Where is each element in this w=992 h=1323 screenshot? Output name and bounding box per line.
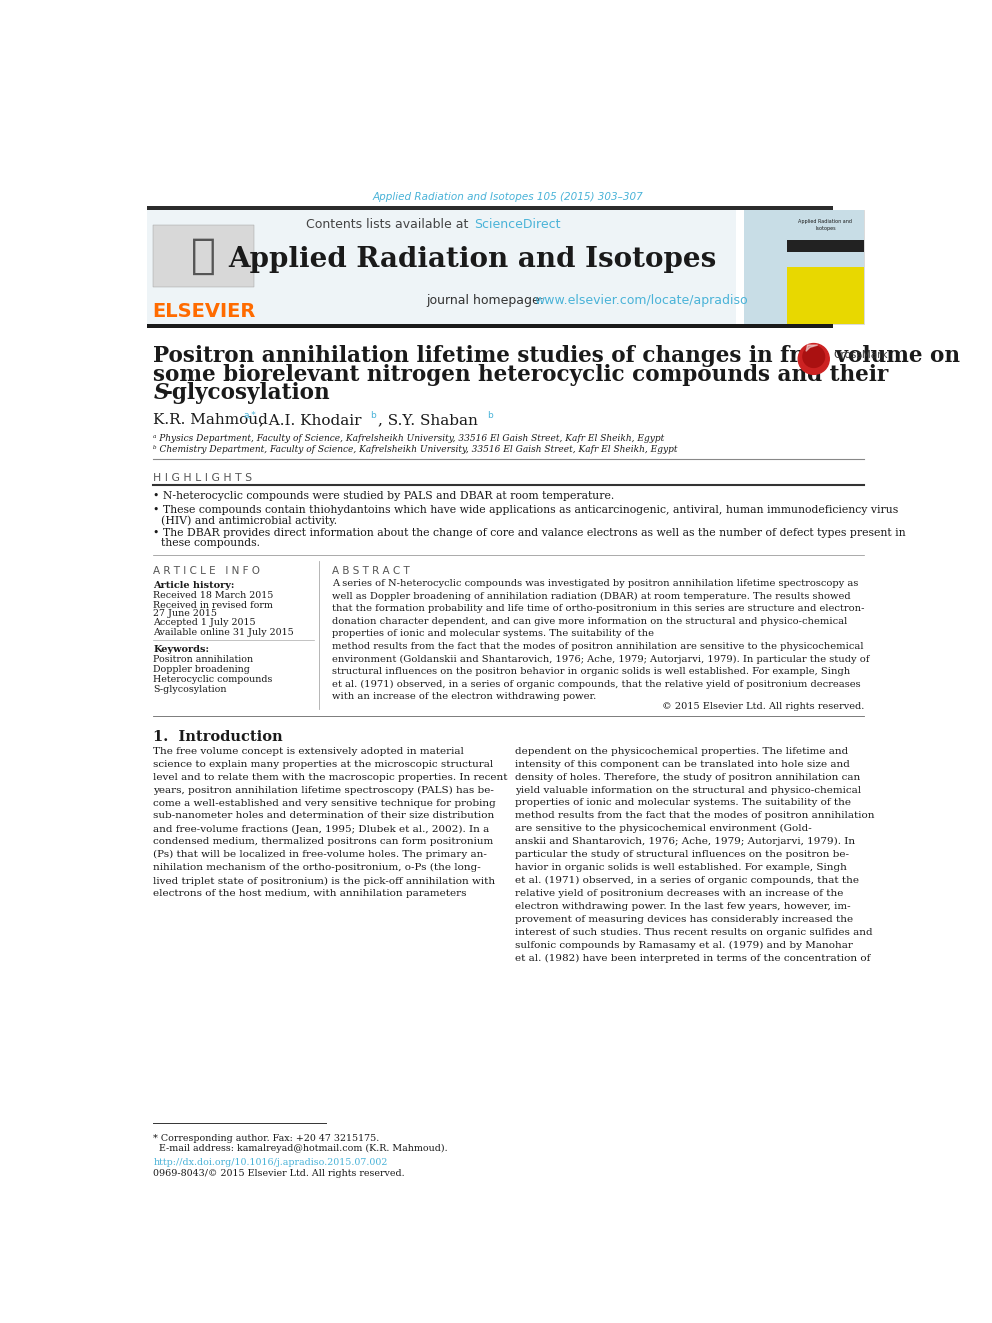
Text: A series of N-heterocyclic compounds was investigated by positron annihilation l: A series of N-heterocyclic compounds was… [331, 579, 869, 701]
Text: Isotopes: Isotopes [815, 225, 835, 230]
Text: Received in revised form: Received in revised form [154, 601, 274, 610]
Text: 27 June 2015: 27 June 2015 [154, 609, 217, 618]
Text: (HIV) and antimicrobial activity.: (HIV) and antimicrobial activity. [161, 515, 337, 525]
Text: http://dx.doi.org/10.1016/j.apradiso.2015.07.002: http://dx.doi.org/10.1016/j.apradiso.201… [154, 1158, 388, 1167]
Circle shape [803, 345, 824, 368]
Bar [154, 225, 254, 287]
Text: Accepted 1 July 2015: Accepted 1 July 2015 [154, 618, 256, 627]
Text: a,*: a,* [243, 411, 256, 421]
Text: journal homepage:: journal homepage: [427, 294, 549, 307]
Text: Applied Radiation and: Applied Radiation and [799, 218, 852, 224]
Text: Applied Radiation and Isotopes 105 (2015) 303–307: Applied Radiation and Isotopes 105 (2015… [373, 192, 644, 202]
Text: CrossMark: CrossMark [833, 351, 888, 360]
Text: ScienceDirect: ScienceDirect [474, 218, 560, 232]
Text: K.R. Mahmoud: K.R. Mahmoud [154, 413, 268, 427]
Text: * Corresponding author. Fax: +20 47 3215175.: * Corresponding author. Fax: +20 47 3215… [154, 1134, 380, 1143]
Text: Keywords:: Keywords: [154, 646, 209, 655]
Text: Article history:: Article history: [154, 581, 235, 590]
Text: some biorelevant nitrogen heterocyclic compounds and their: some biorelevant nitrogen heterocyclic c… [154, 364, 889, 385]
Bar [787, 209, 864, 266]
Text: 1.  Introduction: 1. Introduction [154, 730, 283, 744]
Text: ELSEVIER: ELSEVIER [152, 303, 256, 321]
Text: Applied Radiation and Isotopes: Applied Radiation and Isotopes [228, 246, 717, 273]
Text: The free volume concept is extensively adopted in material
science to explain ma: The free volume concept is extensively a… [154, 747, 508, 898]
Text: • These compounds contain thiohydantoins which have wide applications as anticar: • These compounds contain thiohydantoins… [154, 505, 899, 515]
Text: Positron annihilation lifetime studies of changes in free volume on: Positron annihilation lifetime studies o… [154, 345, 960, 366]
Text: ᵇ Chemistry Department, Faculty of Science, Kafrelsheikh University, 33516 El Ga: ᵇ Chemistry Department, Faculty of Scien… [154, 446, 678, 454]
Text: A R T I C L E   I N F O: A R T I C L E I N F O [154, 566, 261, 576]
Text: -glycosylation: -glycosylation [165, 382, 331, 404]
Bar [147, 209, 736, 324]
Text: Positron annihilation: Positron annihilation [154, 655, 254, 664]
Text: • The DBAR provides direct information about the change of core and valance elec: • The DBAR provides direct information a… [154, 528, 906, 538]
Text: these compounds.: these compounds. [161, 538, 260, 548]
Text: ᵃ Physics Department, Faculty of Science, Kafrelsheikh University, 33516 El Gais: ᵃ Physics Department, Faculty of Science… [154, 434, 665, 443]
Text: 0969-8043/© 2015 Elsevier Ltd. All rights reserved.: 0969-8043/© 2015 Elsevier Ltd. All right… [154, 1170, 405, 1177]
Text: dependent on the physicochemical properties. The lifetime and
intensity of this : dependent on the physicochemical propert… [515, 747, 874, 963]
Text: Available online 31 July 2015: Available online 31 July 2015 [154, 627, 295, 636]
Text: A B S T R A C T: A B S T R A C T [331, 566, 410, 576]
Bar [744, 209, 787, 324]
Text: Contents lists available at: Contents lists available at [307, 218, 473, 232]
Text: © 2015 Elsevier Ltd. All rights reserved.: © 2015 Elsevier Ltd. All rights reserved… [662, 703, 864, 712]
Text: • N-heterocyclic compounds were studied by PALS and DBAR at room temperature.: • N-heterocyclic compounds were studied … [154, 491, 615, 501]
Text: Heterocyclic compounds: Heterocyclic compounds [154, 676, 273, 684]
Text: H I G H L I G H T S: H I G H L I G H T S [154, 472, 253, 483]
Bar [147, 324, 833, 328]
Text: Doppler broadening: Doppler broadening [154, 665, 250, 675]
Circle shape [799, 344, 829, 374]
Text: b: b [370, 411, 376, 421]
Bar [787, 266, 864, 324]
Text: S-glycosylation: S-glycosylation [154, 685, 227, 695]
Text: , S.Y. Shaban: , S.Y. Shaban [378, 413, 478, 427]
Polygon shape [806, 345, 817, 352]
Bar [744, 209, 864, 324]
Text: Received 18 March 2015: Received 18 March 2015 [154, 591, 274, 601]
Text: www.elsevier.com/locate/apradiso: www.elsevier.com/locate/apradiso [535, 294, 748, 307]
Text: b: b [487, 411, 492, 421]
Text: E-mail address: kamalreyad@hotmail.com (K.R. Mahmoud).: E-mail address: kamalreyad@hotmail.com (… [154, 1143, 448, 1152]
Bar [147, 206, 833, 209]
Bar [787, 241, 864, 251]
Text: S: S [154, 382, 169, 404]
Text: ⫫: ⫫ [191, 234, 216, 277]
Text: , A.I. Khodair: , A.I. Khodair [259, 413, 361, 427]
